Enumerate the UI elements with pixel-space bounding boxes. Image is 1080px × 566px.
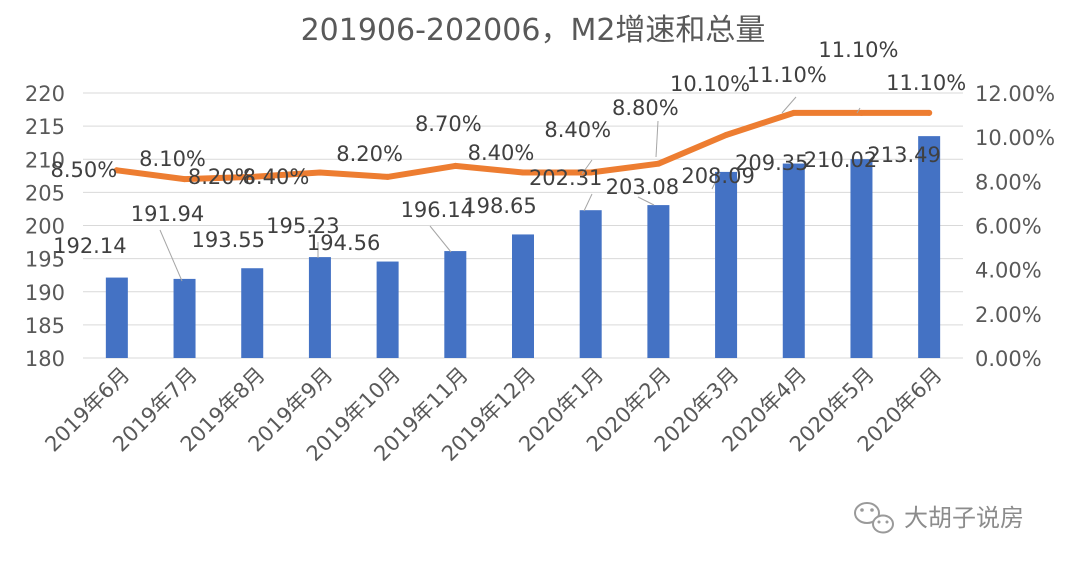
leader-line [583, 193, 593, 212]
bar-series [105, 136, 941, 358]
y-axis-left: 180 185 190 195 200 205 210 215 220 [25, 82, 65, 371]
y-axis-right: 0.00% 2.00% 4.00% 6.00% 8.00% 10.00% 12.00% [975, 82, 1055, 371]
line-data-label: 8.20% [188, 165, 255, 189]
line-point [655, 160, 662, 167]
y-left-tick-label: 215 [25, 115, 65, 139]
line-point [181, 176, 188, 183]
bar-data-label: 210.02 [804, 148, 877, 172]
line-data-label: 8.50% [50, 158, 117, 182]
line-point [452, 162, 459, 169]
bar-data-label: 194.56 [307, 231, 380, 255]
leader-line [655, 120, 659, 158]
bar [647, 205, 670, 358]
leader-line [159, 229, 183, 282]
label-leaders [159, 96, 861, 282]
y-right-tick-label: 0.00% [975, 347, 1042, 371]
line-point [926, 109, 933, 116]
bar [850, 159, 873, 358]
bar-data-label: 191.94 [131, 202, 204, 226]
line-data-label: 11.10% [886, 71, 966, 95]
bar-data-label: 203.08 [606, 175, 679, 199]
bar [308, 257, 331, 358]
line-point [384, 173, 391, 180]
line-point [723, 131, 730, 138]
bar [105, 277, 128, 358]
line-data-label: 11.10% [818, 38, 898, 62]
leader-line [781, 96, 797, 114]
y-right-tick-label: 8.00% [975, 170, 1042, 194]
bar-data-label: 202.31 [529, 166, 602, 190]
y-left-tick-label: 180 [25, 347, 65, 371]
line-point [249, 173, 256, 180]
bar [173, 278, 196, 358]
leader-line [637, 196, 655, 206]
line-data-label: 8.40% [243, 165, 310, 189]
line-point [113, 167, 120, 174]
watermark: 大胡子说房 [854, 502, 1024, 534]
y-left-tick-label: 185 [25, 314, 65, 338]
line-data-label: 8.40% [544, 118, 611, 142]
wechat-icon [854, 502, 894, 534]
line-data-label: 8.80% [612, 96, 679, 120]
line-point [316, 169, 323, 176]
line-point [520, 169, 526, 176]
bar-data-label: 209.35 [735, 151, 808, 175]
line-series [113, 109, 933, 183]
line-data-label: 8.70% [415, 112, 482, 136]
line-data-label: 10.10% [670, 72, 750, 96]
y-left-tick-label: 190 [25, 281, 65, 305]
leader-line [856, 107, 861, 114]
bar [241, 268, 264, 358]
line-data-label: 8.40% [468, 141, 535, 165]
bar [918, 136, 941, 358]
line-point [790, 109, 797, 116]
line-data-label: 8.20% [336, 142, 403, 166]
bar-data-label: 213.49 [867, 143, 940, 167]
y-right-tick-label: 6.00% [975, 215, 1042, 239]
y-right-tick-label: 10.00% [975, 126, 1055, 150]
leader-line [711, 172, 721, 190]
bar [579, 210, 602, 358]
y-left-tick-label: 195 [25, 248, 65, 272]
line-data-labels: 8.50% 8.10%8.20%8.40%8.20%8.70%8.40%8.40%… [50, 38, 966, 189]
y-left-tick-label: 220 [25, 82, 65, 106]
bar [715, 171, 738, 358]
y-right-tick-label: 12.00% [975, 82, 1055, 106]
x-axis: 2019年6月2019年7月2019年8月2019年9月2019年10月2019… [40, 363, 946, 466]
bar-data-label: 196.14 [401, 198, 474, 222]
bar [782, 163, 805, 358]
bar [444, 251, 467, 358]
leader-line [429, 225, 452, 253]
leader-line [581, 159, 593, 175]
bar-data-label: 195.23 [266, 214, 339, 238]
y-left-tick-label: 210 [25, 148, 65, 172]
bar-data-label: 208.09 [681, 164, 754, 188]
bar-data-label: 193.55 [191, 228, 264, 252]
line-point [858, 109, 865, 116]
line-data-label: 8.10% [139, 147, 206, 171]
line-point [587, 169, 594, 176]
bar-data-label: 192.14 [53, 234, 126, 258]
y-right-tick-label: 2.00% [975, 303, 1042, 327]
y-left-tick-label: 205 [25, 181, 65, 205]
chart-title: 201906-202006，M2增速和总量 [301, 13, 766, 48]
bar [512, 234, 534, 358]
y-right-tick-label: 4.00% [975, 259, 1042, 283]
line-data-label: 11.10% [747, 63, 827, 87]
bar [376, 261, 399, 358]
bar-data-label: 198.65 [463, 194, 536, 218]
watermark-text: 大胡子说房 [904, 504, 1024, 532]
y-left-tick-label: 200 [25, 215, 65, 239]
